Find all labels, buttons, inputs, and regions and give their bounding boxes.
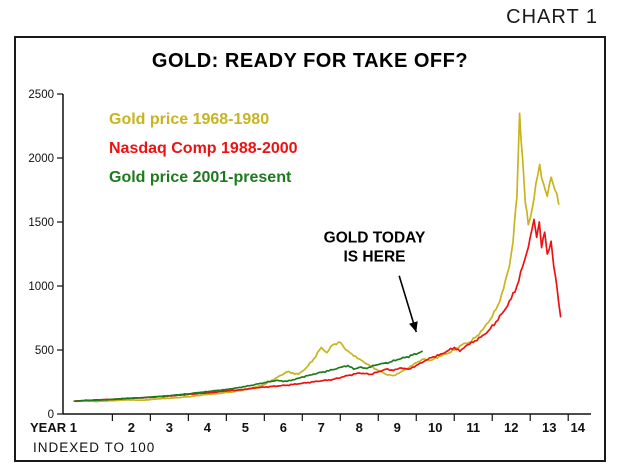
annotation-line2: IS HERE xyxy=(343,248,405,265)
x-tick-label: 8 xyxy=(356,420,363,435)
x-tick-label: 3 xyxy=(166,420,173,435)
x-tick-label: 12 xyxy=(504,420,518,435)
y-tick-label: 500 xyxy=(35,345,54,357)
x-tick-label: 13 xyxy=(542,420,556,435)
chart-plot: 0 500 1000 1500 2000 2500 YEAR 1 2 3 4 5 6 7 8 9 10 11 12… xyxy=(28,89,591,455)
x-tick-label: 10 xyxy=(428,420,442,435)
annotation-line1: GOLD TODAY xyxy=(324,229,426,246)
y-tick-label: 1000 xyxy=(28,281,54,293)
legend-item-0: Gold price 1968-1980 xyxy=(109,111,269,128)
series-line-2 xyxy=(73,350,423,403)
chart-frame: GOLD: READY FOR TAKE OFF? 0 500 1000 1500 20… xyxy=(14,36,606,462)
legend-item-2: Gold price 2001-present xyxy=(109,169,292,186)
y-tick-label: 2500 xyxy=(28,89,54,101)
y-tick-label: 1500 xyxy=(28,217,54,229)
x-tick-label: 7 xyxy=(318,420,325,435)
x-tick-label: YEAR 1 xyxy=(30,420,77,435)
x-tick-label: 11 xyxy=(466,420,480,435)
chart-title: GOLD: READY FOR TAKE OFF? xyxy=(151,50,469,72)
y-tick-label: 2000 xyxy=(28,153,54,165)
chart-number-label: CHART 1 xyxy=(506,6,598,28)
x-tick-label: 9 xyxy=(394,420,401,435)
x-tick-label: 4 xyxy=(204,420,212,435)
x-tick-label: 2 xyxy=(128,420,135,435)
axis-note: INDEXED TO 100 xyxy=(33,440,155,455)
x-tick-label: 14 xyxy=(570,420,585,435)
plot-area: 0 500 1000 1500 2000 2500 YEAR 1 2 3 4 5 6 7 8 9 10 11 12… xyxy=(17,84,601,458)
annotation-arrow-head xyxy=(409,321,418,333)
y-tick-label: 0 xyxy=(48,409,54,421)
x-tick-label: 5 xyxy=(242,420,249,435)
series-line-0 xyxy=(73,112,560,403)
legend-item-1: Nasdaq Comp 1988-2000 xyxy=(109,140,298,157)
x-tick-label: 6 xyxy=(280,420,287,435)
